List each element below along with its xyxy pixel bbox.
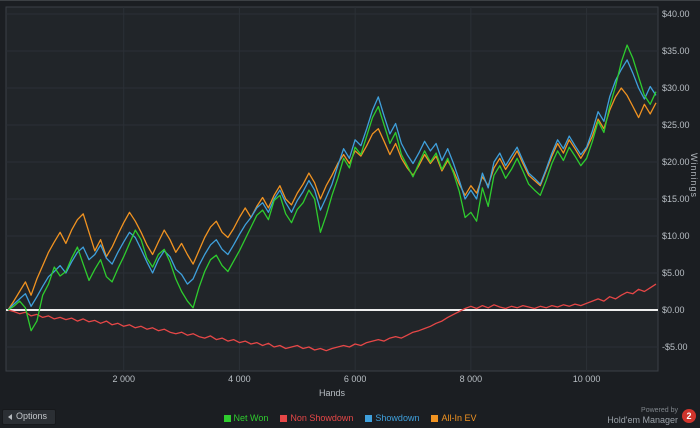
y-tick-label: $25.00	[662, 120, 690, 130]
y-tick-label: $40.00	[662, 9, 690, 19]
y-axis-title: Winnings	[689, 153, 699, 199]
legend-label-all-in-ev: All-In EV	[441, 413, 477, 423]
series-line-non-showdown	[7, 283, 657, 352]
legend-label-net-won: Net Won	[233, 413, 269, 423]
y-tick-label: $0.00	[662, 305, 685, 315]
legend-item-net-won: Net Won	[223, 413, 269, 423]
legend-item-non-showdown: Non Showdown	[280, 413, 353, 423]
options-label: Options	[16, 411, 48, 421]
x-tick-label: 10 000	[573, 374, 601, 384]
branding-text: Powered by Hold'em Manager	[607, 407, 678, 425]
x-tick-label: 6 000	[344, 374, 367, 384]
x-tick-label: 8 000	[460, 374, 483, 384]
y-tick-label: $10.00	[662, 231, 690, 241]
branding: Powered by Hold'em Manager 2	[607, 407, 696, 425]
chart-legend: Net Won Non Showdown Showdown All-In EV	[0, 413, 700, 423]
winnings-chart: $40.00 $35.00 $30.00 $25.00 $20.00 $15.00 $10.…	[5, 6, 690, 384]
y-tick-label: -$5.00	[662, 342, 688, 352]
y-tick-label: $35.00	[662, 46, 690, 56]
series-line-all-in-ev	[7, 87, 657, 311]
plot-area	[5, 6, 659, 372]
legend-swatch-net-won	[223, 414, 231, 422]
legend-item-all-in-ev: All-In EV	[431, 413, 476, 423]
hm2-logo: 2	[682, 409, 696, 423]
legend-swatch-showdown	[365, 414, 373, 422]
y-tick-label: $30.00	[662, 83, 690, 93]
legend-label-non-showdown: Non Showdown	[290, 413, 354, 423]
brand-name: Hold'em Manager	[607, 415, 678, 425]
series-line-showdown	[7, 59, 657, 311]
x-tick-label: 4 000	[228, 374, 251, 384]
y-tick-label: $15.00	[662, 194, 690, 204]
y-tick-label: $5.00	[662, 268, 685, 278]
powered-by-text: Powered by	[641, 407, 678, 414]
x-tick-label: 2 000	[112, 374, 135, 384]
y-tick-label: $20.00	[662, 157, 690, 167]
legend-swatch-all-in-ev	[431, 414, 439, 422]
x-axis-title: Hands	[318, 388, 345, 398]
collapse-arrow-icon	[8, 413, 12, 420]
series-line-net-won	[7, 44, 657, 332]
legend-label-showdown: Showdown	[375, 413, 420, 423]
legend-swatch-non-showdown	[280, 414, 288, 422]
legend-item-showdown: Showdown	[365, 413, 419, 423]
options-button[interactable]: Options	[2, 409, 57, 425]
